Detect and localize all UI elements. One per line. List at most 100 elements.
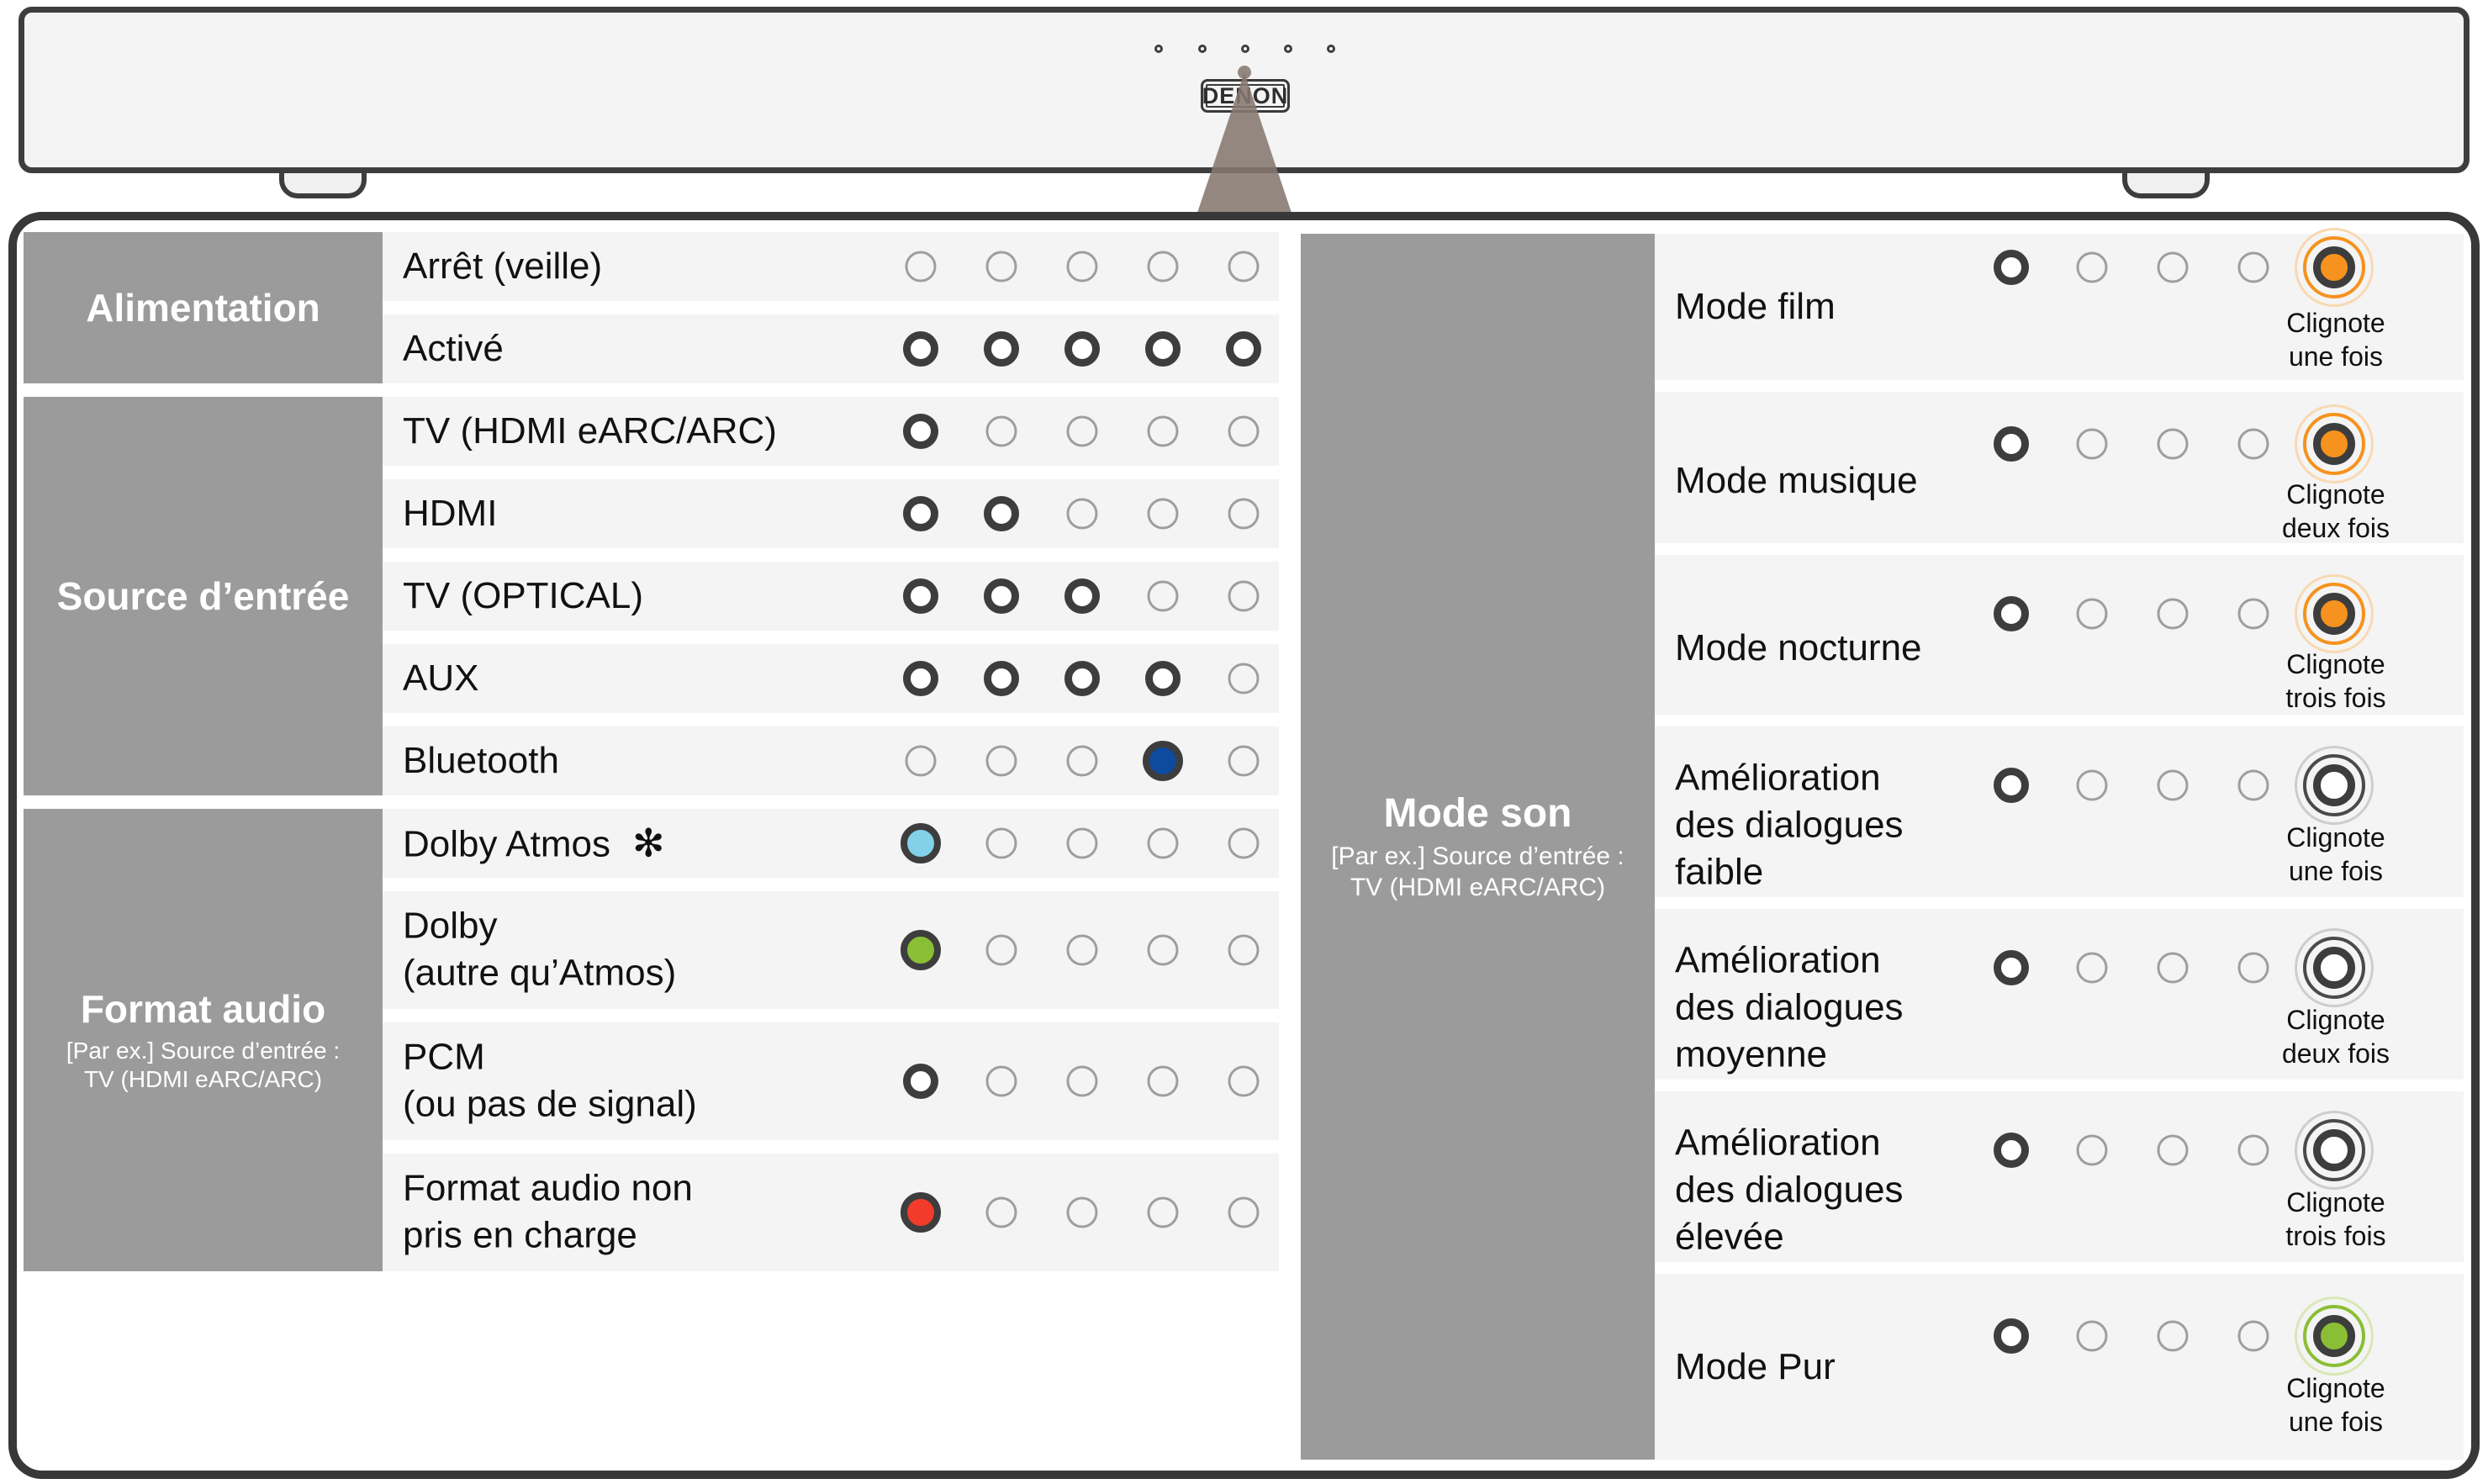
row-label: Dolby Atmos ✻ xyxy=(403,818,665,868)
led-strip xyxy=(899,574,1265,618)
led-off xyxy=(2232,763,2275,807)
led-strip xyxy=(1989,592,2356,636)
led-on xyxy=(1989,1314,2033,1358)
table-row: Amélioration des dialogues faible Cligno… xyxy=(1655,726,2464,897)
panel-led-dot xyxy=(1284,45,1292,53)
panel-led-dot xyxy=(1154,45,1163,53)
led-strip xyxy=(899,327,1265,371)
led-strip xyxy=(899,1191,1265,1234)
table-row: Amélioration des dialogues élevée Cligno… xyxy=(1655,1091,2464,1262)
led-off xyxy=(980,928,1023,972)
led-strip xyxy=(1989,1314,2356,1358)
table-row: Mode Pur Clignote une fois xyxy=(1655,1274,2464,1460)
led-on xyxy=(1989,946,2033,990)
led-off xyxy=(1141,245,1185,288)
led-on xyxy=(1060,574,1104,618)
blink-caption: Clignote une fois xyxy=(2286,822,2385,886)
led-off xyxy=(1222,1059,1265,1103)
led-strip xyxy=(899,409,1265,453)
led-strip xyxy=(899,1059,1265,1103)
led-off xyxy=(2232,1128,2275,1172)
group-title: Mode son xyxy=(1383,790,1572,836)
table-row: Mode musique Clignote deux fois xyxy=(1655,392,2464,543)
led-on xyxy=(1989,763,2033,807)
row-label-text: Dolby Atmos xyxy=(403,823,610,865)
led-on xyxy=(1989,592,2033,636)
table-row: TV (HDMI eARC/ARC) xyxy=(383,397,1279,466)
row-label: Dolby (autre qu’Atmos) xyxy=(403,905,677,994)
table-row: Arrêt (veille) xyxy=(383,232,1279,301)
blink-caption: Clignote une fois xyxy=(2286,308,2385,372)
led-off xyxy=(1222,574,1265,618)
group-subtitle: [Par ex.] Source d’entrée : TV (HDMI eAR… xyxy=(1331,842,1624,901)
led-blink-orange xyxy=(2312,592,2356,636)
led-blink-white xyxy=(2312,763,2356,807)
led-off xyxy=(1060,928,1104,972)
led-blink-orange xyxy=(2312,422,2356,466)
led-off xyxy=(1222,245,1265,288)
led-off xyxy=(899,245,943,288)
led-on xyxy=(899,574,943,618)
led-off xyxy=(2151,1314,2195,1358)
led-strip xyxy=(899,657,1265,700)
led-strip xyxy=(899,739,1265,783)
led-strip xyxy=(899,492,1265,536)
led-on xyxy=(1222,327,1265,371)
row-label: Amélioration des dialogues faible xyxy=(1675,757,1904,893)
led-strip xyxy=(1989,422,2356,466)
led-off xyxy=(1141,492,1185,536)
led-off xyxy=(1060,1059,1104,1103)
blink-caption: Clignote trois fois xyxy=(2285,649,2386,713)
group-label-audio-format: Format audio [Par ex.] Source d’entrée :… xyxy=(24,809,383,1271)
led-on xyxy=(1989,246,2033,289)
indicator-table: Alimentation Source d’entrée Format audi… xyxy=(8,212,2480,1479)
row-label: Format audio non pris en charge xyxy=(403,1167,693,1256)
table-row: Amélioration des dialogues moyenne Clign… xyxy=(1655,909,2464,1080)
led-off xyxy=(980,1059,1023,1103)
led-blink-white xyxy=(2312,1128,2356,1172)
blink-caption: Clignote deux fois xyxy=(2281,1005,2390,1069)
row-label: TV (OPTICAL) xyxy=(403,574,644,616)
led-off xyxy=(1141,574,1185,618)
led-off xyxy=(1141,928,1185,972)
led-off xyxy=(1222,739,1265,783)
row-label: Amélioration des dialogues moyenne xyxy=(1675,939,1904,1075)
table-row: Format audio non pris en charge xyxy=(383,1154,1279,1271)
row-label: Mode musique xyxy=(1675,459,1918,501)
table-row: TV (OPTICAL) xyxy=(383,562,1279,631)
led-on xyxy=(1989,422,2033,466)
led-off xyxy=(980,245,1023,288)
led-off xyxy=(2070,1128,2114,1172)
led-off xyxy=(1060,409,1104,453)
footnote-asterisk: ✻ xyxy=(631,821,665,865)
row-label: Mode Pur xyxy=(1675,1345,1836,1387)
led-blink-orange xyxy=(2312,246,2356,289)
blink-caption: Clignote deux fois xyxy=(2281,479,2390,543)
led-off xyxy=(2232,246,2275,289)
table-row: Dolby (autre qu’Atmos) xyxy=(383,891,1279,1009)
led-green xyxy=(899,928,943,972)
group-subtitle: [Par ex.] Source d’entrée : TV (HDMI eAR… xyxy=(66,1037,341,1092)
led-off xyxy=(2070,422,2114,466)
led-sky xyxy=(899,821,943,865)
group-label-sound-mode: Mode son [Par ex.] Source d’entrée : TV … xyxy=(1301,234,1655,1460)
led-off xyxy=(980,821,1023,865)
led-off xyxy=(1060,821,1104,865)
led-off xyxy=(1060,492,1104,536)
panel-led-dot xyxy=(1241,45,1249,53)
led-strip xyxy=(899,928,1265,972)
led-off xyxy=(1141,821,1185,865)
row-label: Activé xyxy=(403,327,504,369)
led-blink-green xyxy=(2312,1314,2356,1358)
led-on xyxy=(1060,327,1104,371)
led-off xyxy=(1222,821,1265,865)
led-off xyxy=(2070,592,2114,636)
led-on xyxy=(1989,1128,2033,1172)
panel-led-dot xyxy=(1327,45,1335,53)
row-label: AUX xyxy=(403,657,479,699)
led-blink-white xyxy=(2312,946,2356,990)
row-label: TV (HDMI eARC/ARC) xyxy=(403,409,777,452)
led-on xyxy=(899,1059,943,1103)
group-label-input-source: Source d’entrée xyxy=(24,397,383,795)
